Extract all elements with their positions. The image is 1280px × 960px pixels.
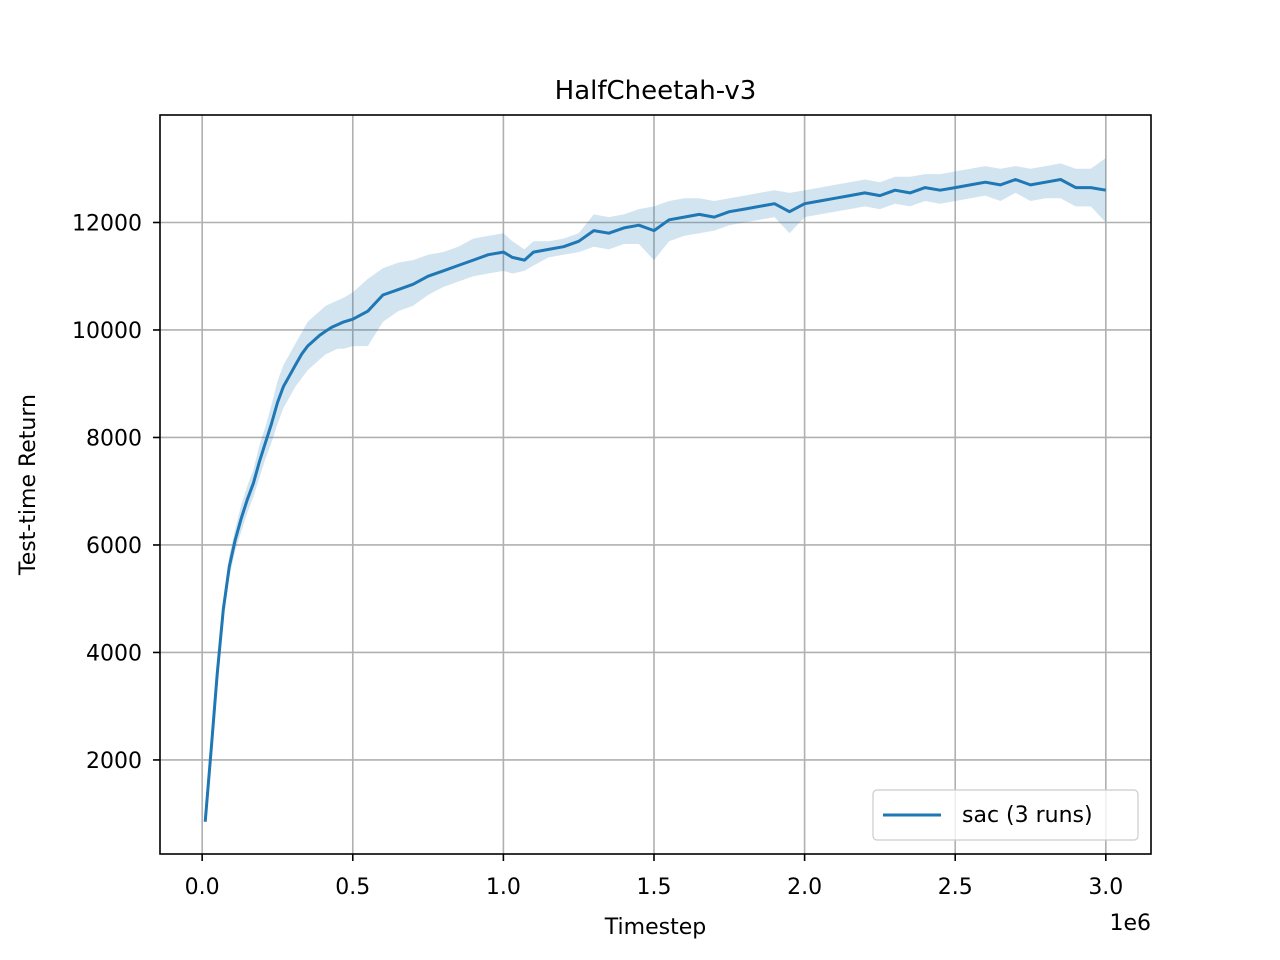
line-layer	[203, 178, 1107, 822]
series-line	[203, 178, 1107, 822]
grid	[160, 115, 1151, 854]
legend: sac (3 runs)	[872, 789, 1139, 841]
x-offset-label: 1e6	[1109, 911, 1151, 936]
y-axis-title: Test-time Return	[16, 394, 41, 576]
x-tick-label: 2.5	[938, 875, 973, 900]
y-tick-label: 12000	[72, 211, 142, 236]
x-tick-label: 1.0	[486, 875, 521, 900]
y-ticks: 2000 4000 6000 8000 10000 12000	[72, 211, 160, 774]
y-tick-label: 8000	[86, 426, 142, 451]
x-tick-label: 0.0	[185, 875, 220, 900]
legend-box	[872, 789, 1139, 841]
x-tick-label: 0.5	[335, 875, 370, 900]
x-tick-label: 3.0	[1088, 875, 1123, 900]
plot-frame	[159, 114, 1152, 855]
legend-label: sac (3 runs)	[962, 803, 1093, 828]
x-tick-label: 2.0	[787, 875, 822, 900]
x-axis-title: Timestep	[604, 915, 706, 940]
x-tick-label: 1.5	[636, 875, 671, 900]
y-tick-label: 4000	[86, 641, 142, 666]
y-tick-label: 2000	[86, 749, 142, 774]
chart-title: HalfCheetah-v3	[555, 76, 757, 106]
y-tick-label: 10000	[72, 319, 142, 344]
x-ticks: 0.0 0.5 1.0 1.5 2.0 2.5 3.0	[185, 854, 1123, 900]
y-tick-label: 6000	[86, 534, 142, 559]
